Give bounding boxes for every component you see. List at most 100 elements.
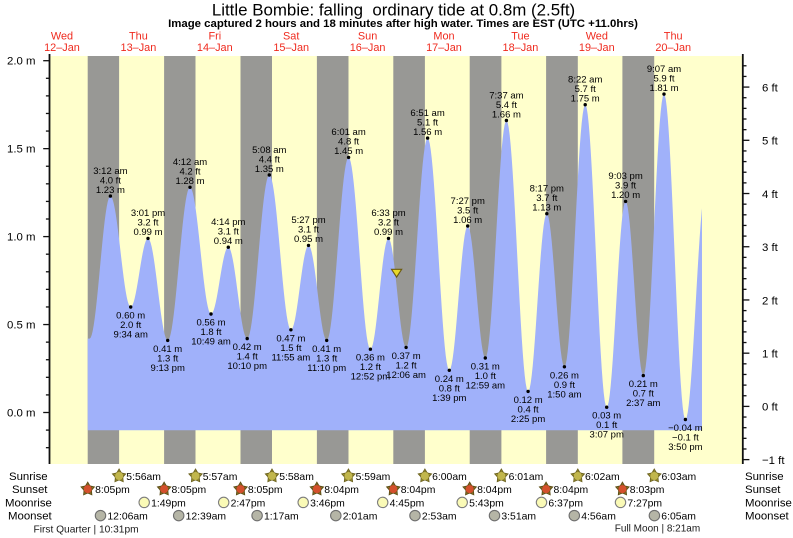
- svg-text:12:52 pm: 12:52 pm: [351, 372, 391, 383]
- svg-text:Sunrise: Sunrise: [745, 471, 784, 483]
- svg-text:5.4 ft: 5.4 ft: [496, 100, 517, 111]
- svg-text:5:58am: 5:58am: [279, 472, 314, 483]
- svg-text:12:39am: 12:39am: [186, 512, 226, 523]
- svg-text:0.95 m: 0.95 m: [294, 234, 323, 245]
- svg-text:2:37 am: 2:37 am: [626, 398, 660, 409]
- svg-text:8:05pm: 8:05pm: [248, 485, 283, 496]
- svg-text:3:01 pm: 3:01 pm: [131, 208, 165, 219]
- svg-text:4:14 pm: 4:14 pm: [211, 217, 245, 228]
- svg-text:3 ft: 3 ft: [762, 242, 779, 254]
- svg-text:4 ft: 4 ft: [762, 189, 779, 201]
- svg-text:0.99 m: 0.99 m: [374, 227, 403, 238]
- svg-text:7:27 pm: 7:27 pm: [451, 196, 485, 207]
- svg-text:4.2 ft: 4.2 ft: [179, 167, 200, 178]
- svg-text:0.21 m: 0.21 m: [629, 379, 658, 390]
- svg-text:Moonset: Moonset: [745, 511, 790, 523]
- svg-text:2:25 pm: 2:25 pm: [511, 414, 545, 425]
- svg-text:3:12 am: 3:12 am: [93, 166, 127, 177]
- svg-text:8:04pm: 8:04pm: [477, 485, 512, 496]
- svg-text:Moonrise: Moonrise: [5, 497, 52, 509]
- svg-text:5:56am: 5:56am: [126, 472, 161, 483]
- svg-text:Full Moon | 8:21am: Full Moon | 8:21am: [615, 524, 700, 535]
- svg-text:8:04pm: 8:04pm: [401, 485, 436, 496]
- svg-text:6:33 pm: 6:33 pm: [371, 208, 405, 219]
- svg-text:1.56 m: 1.56 m: [413, 127, 442, 138]
- svg-text:4.8 ft: 4.8 ft: [338, 137, 359, 148]
- svg-text:1.23 m: 1.23 m: [96, 185, 125, 196]
- svg-text:6:00am: 6:00am: [432, 472, 467, 483]
- svg-text:0.60 m: 0.60 m: [116, 311, 145, 322]
- svg-text:3:51am: 3:51am: [501, 512, 536, 523]
- svg-text:3.7 ft: 3.7 ft: [536, 193, 557, 204]
- svg-text:2:53am: 2:53am: [422, 512, 457, 523]
- svg-text:Sunrise: Sunrise: [9, 471, 48, 483]
- svg-text:Sunset: Sunset: [745, 484, 781, 496]
- svg-text:−0.1 ft: −0.1 ft: [672, 433, 699, 444]
- svg-text:6:37pm: 6:37pm: [548, 498, 583, 509]
- svg-text:3.5 ft: 3.5 ft: [457, 205, 478, 216]
- svg-text:3:46pm: 3:46pm: [310, 498, 345, 509]
- svg-text:15–Jan: 15–Jan: [273, 42, 309, 54]
- svg-text:3:50 pm: 3:50 pm: [668, 442, 702, 453]
- svg-text:5.7 ft: 5.7 ft: [575, 84, 596, 95]
- svg-text:5 ft: 5 ft: [762, 136, 779, 148]
- svg-text:0.1 ft: 0.1 ft: [596, 420, 617, 431]
- svg-text:5.1 ft: 5.1 ft: [417, 117, 438, 128]
- svg-text:0.7 ft: 0.7 ft: [633, 389, 654, 400]
- svg-text:4.0 ft: 4.0 ft: [100, 175, 121, 186]
- svg-text:1:49pm: 1:49pm: [151, 498, 186, 509]
- svg-text:1.5 m: 1.5 m: [7, 144, 36, 156]
- svg-text:8:03pm: 8:03pm: [630, 485, 665, 496]
- svg-text:1.66 m: 1.66 m: [492, 109, 521, 120]
- svg-text:0.56 m: 0.56 m: [196, 318, 225, 329]
- svg-text:0 ft: 0 ft: [762, 402, 779, 414]
- svg-text:5:08 am: 5:08 am: [252, 145, 286, 156]
- svg-text:1.20 m: 1.20 m: [611, 190, 640, 201]
- svg-text:1.28 m: 1.28 m: [175, 176, 204, 187]
- svg-text:First Quarter | 10:31pm: First Quarter | 10:31pm: [34, 525, 139, 536]
- svg-text:0.31 m: 0.31 m: [471, 362, 500, 373]
- svg-text:Fri: Fri: [208, 30, 221, 42]
- svg-text:3:07 pm: 3:07 pm: [590, 430, 624, 441]
- svg-text:14–Jan: 14–Jan: [197, 42, 233, 54]
- svg-text:1:50 am: 1:50 am: [547, 389, 581, 400]
- svg-text:0.99 m: 0.99 m: [133, 227, 162, 238]
- svg-text:9:03 pm: 9:03 pm: [608, 171, 642, 182]
- svg-text:4.4 ft: 4.4 ft: [259, 154, 280, 165]
- svg-text:Sat: Sat: [283, 30, 299, 42]
- svg-text:7:37 am: 7:37 am: [489, 90, 523, 101]
- svg-text:7:27pm: 7:27pm: [627, 498, 662, 509]
- svg-text:3.1 ft: 3.1 ft: [218, 227, 239, 238]
- svg-text:1 ft: 1 ft: [762, 349, 779, 361]
- svg-text:3.2 ft: 3.2 ft: [137, 218, 158, 229]
- svg-text:18–Jan: 18–Jan: [503, 42, 539, 54]
- svg-text:0.41 m: 0.41 m: [312, 344, 341, 355]
- svg-text:10:49 am: 10:49 am: [191, 337, 231, 348]
- svg-text:5:27 pm: 5:27 pm: [291, 215, 325, 226]
- svg-text:Moonset: Moonset: [8, 511, 53, 523]
- svg-text:4:12 am: 4:12 am: [173, 157, 207, 168]
- svg-text:8:05pm: 8:05pm: [95, 485, 130, 496]
- svg-text:1.81 m: 1.81 m: [649, 83, 678, 94]
- svg-text:Sunset: Sunset: [12, 484, 48, 496]
- svg-text:Little Bombie: falling ordina: Little Bombie: falling ordinary tide at …: [212, 1, 575, 20]
- svg-text:0.41 m: 0.41 m: [153, 344, 182, 355]
- svg-text:1:39 pm: 1:39 pm: [432, 393, 466, 404]
- svg-text:6:02am: 6:02am: [585, 472, 620, 483]
- svg-text:12:06 am: 12:06 am: [386, 370, 426, 381]
- svg-text:3.2 ft: 3.2 ft: [378, 218, 399, 229]
- svg-text:1.35 m: 1.35 m: [255, 164, 284, 175]
- svg-text:9:34 am: 9:34 am: [114, 330, 148, 341]
- svg-text:0.94 m: 0.94 m: [214, 236, 243, 247]
- svg-text:9:13 pm: 9:13 pm: [151, 363, 185, 374]
- svg-text:0.36 m: 0.36 m: [356, 353, 385, 364]
- svg-text:1.2 ft: 1.2 ft: [360, 362, 381, 373]
- svg-text:6 ft: 6 ft: [762, 82, 779, 94]
- svg-text:8:05pm: 8:05pm: [172, 485, 207, 496]
- svg-text:8:17 pm: 8:17 pm: [530, 184, 564, 195]
- svg-text:2.0 ft: 2.0 ft: [120, 320, 141, 331]
- svg-text:1.06 m: 1.06 m: [453, 215, 482, 226]
- svg-text:−0.04 m: −0.04 m: [668, 423, 703, 434]
- svg-text:6:05am: 6:05am: [661, 512, 696, 523]
- svg-text:8:22 am: 8:22 am: [568, 75, 602, 86]
